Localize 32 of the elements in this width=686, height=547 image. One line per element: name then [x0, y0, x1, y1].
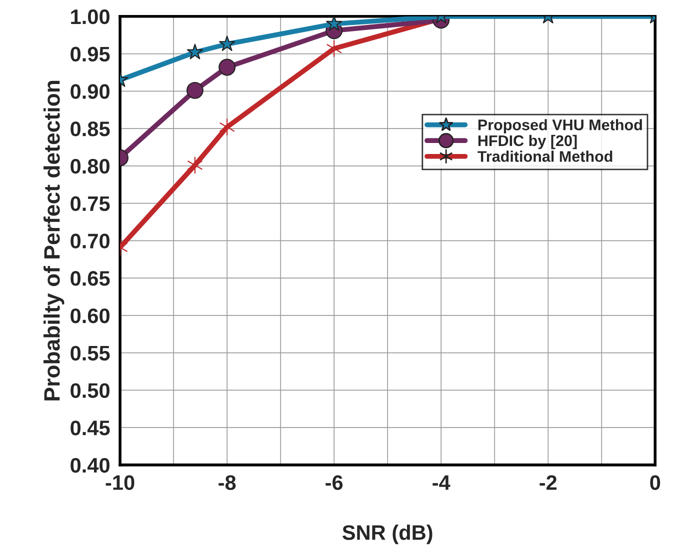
x-axis-title: SNR (dB)	[342, 524, 432, 544]
y-tick-label: 0.65	[70, 271, 110, 286]
y-tick-label: 0.55	[70, 346, 110, 361]
point	[220, 118, 234, 136]
legend-label: HFDIC by [20]	[478, 134, 577, 150]
y-tick-label: 0.95	[70, 46, 110, 62]
y-tick-label: 0.60	[70, 308, 110, 324]
y-tick-label: 1.00	[71, 9, 110, 24]
x-tick-label: -10	[106, 475, 134, 490]
point	[218, 58, 236, 76]
y-tick-label: 0.80	[70, 158, 110, 174]
y-tick-label: 0.45	[70, 420, 110, 436]
x-tick-label: 0	[650, 475, 660, 490]
x-tick-label: -6	[326, 475, 343, 490]
y-tick-label: 0.70	[70, 234, 110, 248]
point	[326, 40, 342, 58]
legend-label: Proposed VHU Method	[478, 119, 642, 134]
y-tick-label: 0.75	[70, 196, 110, 212]
point	[218, 36, 236, 52]
legend-label: Traditional Method	[478, 150, 612, 162]
point	[186, 44, 204, 60]
point	[326, 16, 342, 31]
y-tick-label: 0.50	[70, 383, 110, 398]
point	[188, 156, 202, 174]
y-tick-label: 0.40	[70, 458, 110, 473]
y-tick-label: 0.90	[70, 84, 110, 99]
x-tick-label: -4	[432, 475, 450, 490]
x-tick-label: -2	[540, 475, 557, 490]
y-axis-title: Probabilty of Perfect detection	[44, 80, 64, 400]
point	[186, 82, 204, 99]
y-tick-label: 0.85	[70, 122, 110, 136]
x-tick-label: -8	[218, 475, 236, 490]
